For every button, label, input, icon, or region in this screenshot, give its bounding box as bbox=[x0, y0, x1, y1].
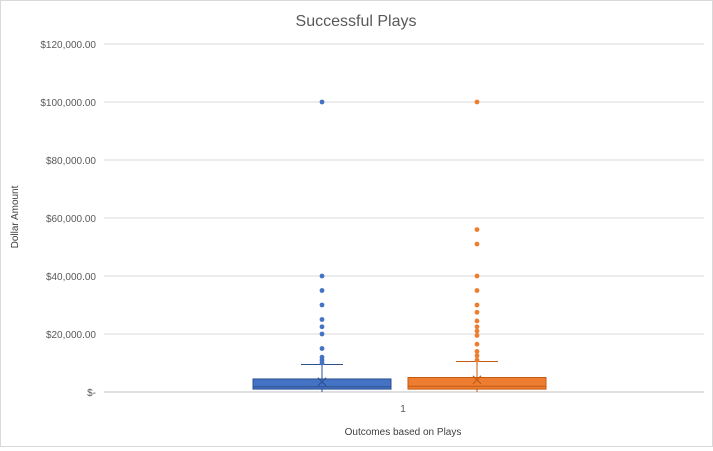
outlier-point bbox=[474, 324, 480, 330]
outlier-point bbox=[474, 349, 480, 354]
x-tick-label: 1 bbox=[400, 404, 406, 415]
outlier-point bbox=[319, 331, 325, 337]
y-tick-label: $100,000.00 bbox=[40, 98, 96, 109]
outlier-point bbox=[474, 318, 480, 324]
outlier-point bbox=[474, 227, 480, 233]
outlier-point bbox=[319, 302, 325, 308]
gridlines bbox=[104, 43, 704, 393]
outlier-point bbox=[474, 241, 480, 247]
outlier-point bbox=[474, 333, 480, 338]
outlier-point bbox=[319, 317, 325, 322]
outlier-point bbox=[474, 273, 480, 279]
y-tick-label: $80,000.00 bbox=[46, 156, 96, 167]
y-tick-label: $120,000.00 bbox=[40, 40, 96, 51]
box-series bbox=[252, 99, 547, 392]
box bbox=[252, 378, 392, 390]
y-tick-label: $40,000.00 bbox=[46, 272, 96, 283]
y-tick-label: $20,000.00 bbox=[46, 330, 96, 341]
chart-title: Successful Plays bbox=[296, 13, 417, 30]
x-axis-title: Outcomes based on Plays bbox=[345, 427, 462, 438]
y-tick-label: $60,000.00 bbox=[46, 214, 96, 225]
box bbox=[407, 377, 547, 390]
outlier-point bbox=[474, 288, 480, 293]
outlier-point bbox=[319, 346, 325, 351]
outlier-point bbox=[474, 309, 480, 315]
outlier-point bbox=[319, 99, 325, 105]
outlier-point bbox=[319, 273, 325, 279]
outlier-point bbox=[474, 341, 480, 347]
mean-marker bbox=[317, 377, 327, 387]
box-series-2 bbox=[407, 99, 547, 392]
y-axis-title: Dollar Amount bbox=[10, 185, 21, 248]
box-series-1 bbox=[252, 99, 392, 392]
outlier-point bbox=[319, 288, 325, 293]
outlier-point bbox=[319, 354, 325, 360]
y-axis-tick-labels: $- $20,000.00 $40,000.00 $60,000.00 $80,000.… bbox=[40, 40, 96, 399]
outlier-point bbox=[474, 302, 480, 308]
outlier-point bbox=[474, 357, 480, 363]
mean-marker bbox=[472, 375, 482, 385]
y-tick-label: $- bbox=[87, 388, 96, 399]
outlier-point bbox=[474, 99, 480, 105]
outlier-point bbox=[474, 328, 480, 334]
outlier-point bbox=[474, 353, 480, 359]
outlier-point bbox=[319, 324, 325, 330]
